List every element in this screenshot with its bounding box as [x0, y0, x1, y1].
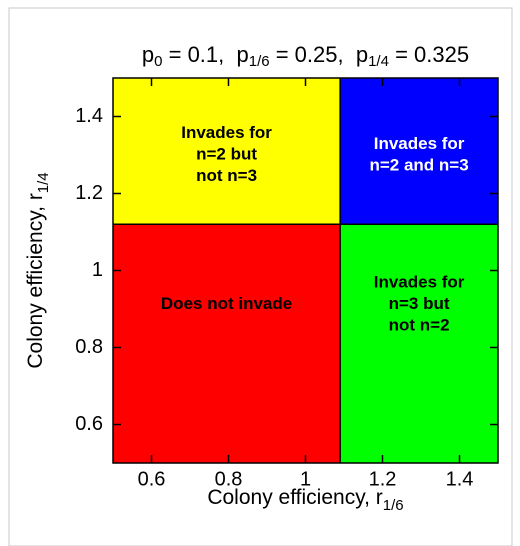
region-label: not n=2 [389, 315, 450, 334]
title-sub: 1/4 [368, 53, 389, 70]
title-part: p [356, 42, 368, 67]
title-part: = 0.325 [389, 42, 469, 67]
x-axis-label: Colony efficiency, r1/6 [207, 486, 403, 514]
x-tick-label: 1 [300, 468, 311, 490]
x-tick-label: 1.4 [446, 468, 474, 490]
y-tick-label: 1 [92, 259, 103, 281]
region [340, 78, 498, 225]
region-label: Does not invade [161, 294, 292, 313]
title-part: = 0.25, [270, 42, 356, 67]
region-label: Invades for [374, 272, 465, 291]
y-tick-label: 1.2 [75, 182, 103, 204]
x-axis-label-sub: 1/6 [383, 497, 404, 514]
region [340, 224, 498, 463]
y-axis-label-sub: 1/4 [35, 172, 52, 193]
region [113, 224, 341, 463]
title-part: = 0.1, [163, 42, 237, 67]
x-tick-label: 1.2 [369, 468, 397, 490]
y-axis-label-text: Colony efficiency, r [24, 193, 47, 368]
y-tick-label: 0.6 [75, 413, 103, 435]
chart-title: p0 = 0.1, p1/6 = 0.25, p1/4 = 0.325 [142, 42, 469, 70]
y-tick-label: 0.8 [75, 336, 103, 358]
title-part: p [237, 42, 249, 67]
title-sub: 1/6 [249, 53, 270, 70]
x-tick-label: 0.6 [138, 468, 166, 490]
region-label: not n=3 [196, 166, 257, 185]
title-part: p [142, 42, 154, 67]
x-tick-label: 0.8 [215, 468, 243, 490]
region [113, 78, 341, 225]
frame [8, 7, 513, 546]
region-label: n=2 and n=3 [369, 155, 468, 174]
region-label: n=2 but [196, 145, 257, 164]
y-axis-label: Colony efficiency, r1/4 [24, 172, 52, 368]
y-tick-label: 1.4 [75, 105, 103, 127]
x-axis-label-text: Colony efficiency, r [207, 486, 382, 509]
region-label: n=3 but [389, 294, 450, 313]
region-label: Invades for [374, 134, 465, 153]
region-label: Invades for [181, 123, 272, 142]
title-sub: 0 [154, 53, 162, 70]
